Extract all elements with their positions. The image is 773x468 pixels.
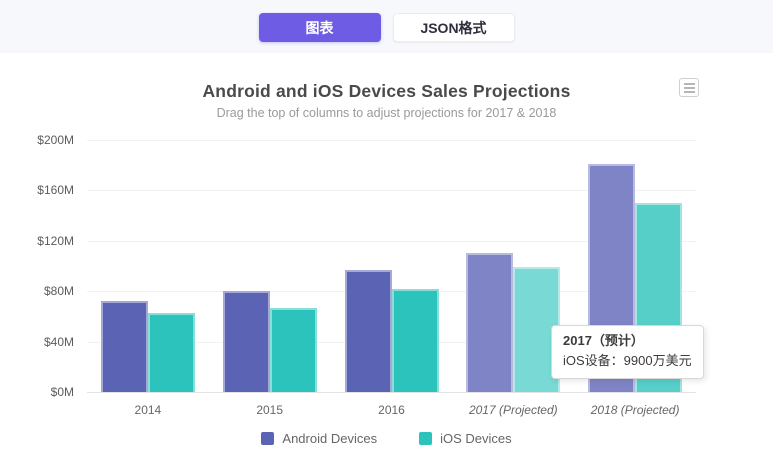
- gridline: [87, 190, 696, 191]
- tooltip-title: 2017（预计）: [563, 333, 644, 348]
- y-axis-tick-label: $200M: [37, 133, 74, 147]
- x-axis-label: 2015: [256, 403, 284, 417]
- y-axis-tick-label: $0M: [50, 385, 74, 399]
- chart-menu-button[interactable]: [679, 78, 699, 97]
- tooltip-body: iOS设备：9900万美元: [563, 353, 692, 369]
- chart-title: Android and iOS Devices Sales Projection…: [202, 81, 571, 101]
- tab-group: 图表 JSON格式: [0, 13, 773, 42]
- x-axis-label: 2017 (Projected): [468, 403, 558, 417]
- hamburger-icon: [683, 86, 695, 89]
- legend-swatch: [261, 432, 275, 445]
- y-axis-tick-label: $80M: [43, 284, 74, 299]
- legend-item-android-devices[interactable]: Android Devices: [261, 431, 377, 446]
- hamburger-icon: [683, 90, 695, 93]
- bar-android-devices-2016[interactable]: [344, 269, 392, 392]
- bar-android-devices-2015[interactable]: [222, 291, 270, 392]
- tab-json[interactable]: JSON格式: [392, 13, 515, 42]
- bar-ios-devices-2014[interactable]: [147, 312, 195, 392]
- x-axis-line: [87, 392, 696, 393]
- legend-item-ios-devices[interactable]: iOS Devices: [419, 431, 512, 446]
- legend-label: iOS Devices: [440, 431, 512, 446]
- header-band: [0, 0, 773, 53]
- x-axis-label: 2018 (Projected): [590, 403, 680, 417]
- bar-ios-devices-2015[interactable]: [269, 307, 317, 392]
- plot-area: $0M $40M $80M $120M $160M $200M 2014 2015 2016 20…: [37, 133, 696, 417]
- tooltip: 2017（预计） iOS设备：9900万美元: [551, 325, 704, 380]
- legend-swatch: [419, 432, 433, 445]
- y-axis-tick-label: $40M: [43, 334, 74, 349]
- hamburger-icon: [683, 82, 695, 85]
- tab-chart[interactable]: 图表: [258, 13, 381, 42]
- legend: Android Devices iOS Devices: [0, 431, 773, 446]
- chart-subtitle: Drag the top of columns to adjust projec…: [216, 106, 557, 120]
- bar-android-devices-2017[interactable]: [466, 253, 514, 392]
- legend-label: Android Devices: [282, 431, 378, 446]
- x-axis-label: 2014: [134, 403, 162, 417]
- y-axis-tick-label: $120M: [37, 233, 74, 248]
- gridline: [87, 241, 696, 242]
- gridline: [87, 140, 696, 141]
- bar-ios-devices-2016[interactable]: [391, 288, 439, 392]
- y-axis-tick-label: $160M: [37, 183, 74, 198]
- bar-android-devices-2014[interactable]: [100, 301, 148, 392]
- x-axis-label: 2016: [378, 403, 405, 417]
